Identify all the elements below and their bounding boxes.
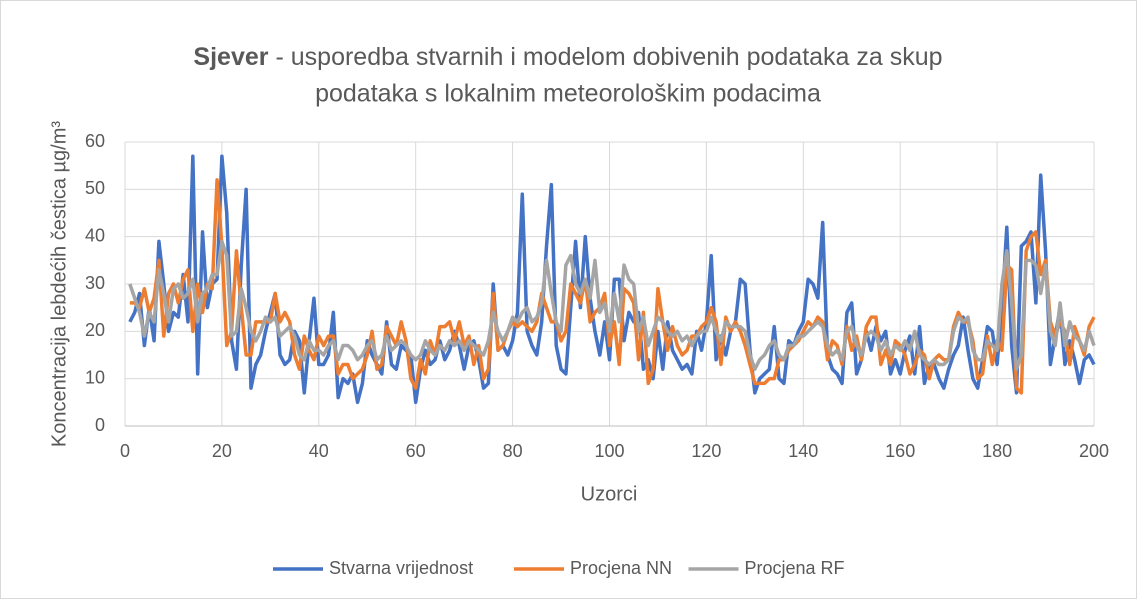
x-tick-label: 80 — [503, 441, 523, 461]
y-tick-label: 20 — [85, 320, 105, 340]
x-tick-label: 200 — [1079, 441, 1109, 461]
y-tick-label: 40 — [85, 225, 105, 245]
x-tick-label: 180 — [982, 441, 1012, 461]
x-tick-label: 40 — [309, 441, 329, 461]
title-line1: - usporedba stvarnih i modelom dobivenih… — [275, 43, 942, 71]
y-axis-label: Koncentracija lebdećih čestica µg/m³ — [48, 121, 70, 447]
x-tick-label: 120 — [691, 441, 721, 461]
title-bold: Sjever — [193, 43, 268, 71]
x-tick-label: 100 — [594, 441, 624, 461]
y-tick-label: 10 — [85, 367, 105, 387]
x-tick-label: 0 — [120, 441, 130, 461]
x-tick-label: 140 — [788, 441, 818, 461]
x-tick-label: 60 — [406, 441, 426, 461]
legend-label: Stvarna vrijednost — [329, 558, 473, 578]
legend-label: Procjena RF — [745, 558, 845, 578]
title-line2: podataka s lokalnim meteorološkim podaci… — [315, 80, 821, 108]
x-tick-label: 20 — [212, 441, 232, 461]
y-tick-label: 50 — [85, 178, 105, 198]
x-axis-label: Uzorci — [581, 483, 638, 505]
series-line — [128, 239, 1096, 371]
y-tick-label: 0 — [95, 415, 105, 435]
y-tick-label: 60 — [85, 131, 105, 151]
x-tick-label: 160 — [885, 441, 915, 461]
y-tick-label: 30 — [85, 273, 105, 293]
chart-title: Sjever - usporedba stvarnih i modelom dob… — [193, 43, 942, 71]
legend-label: Procjena NN — [570, 558, 672, 578]
